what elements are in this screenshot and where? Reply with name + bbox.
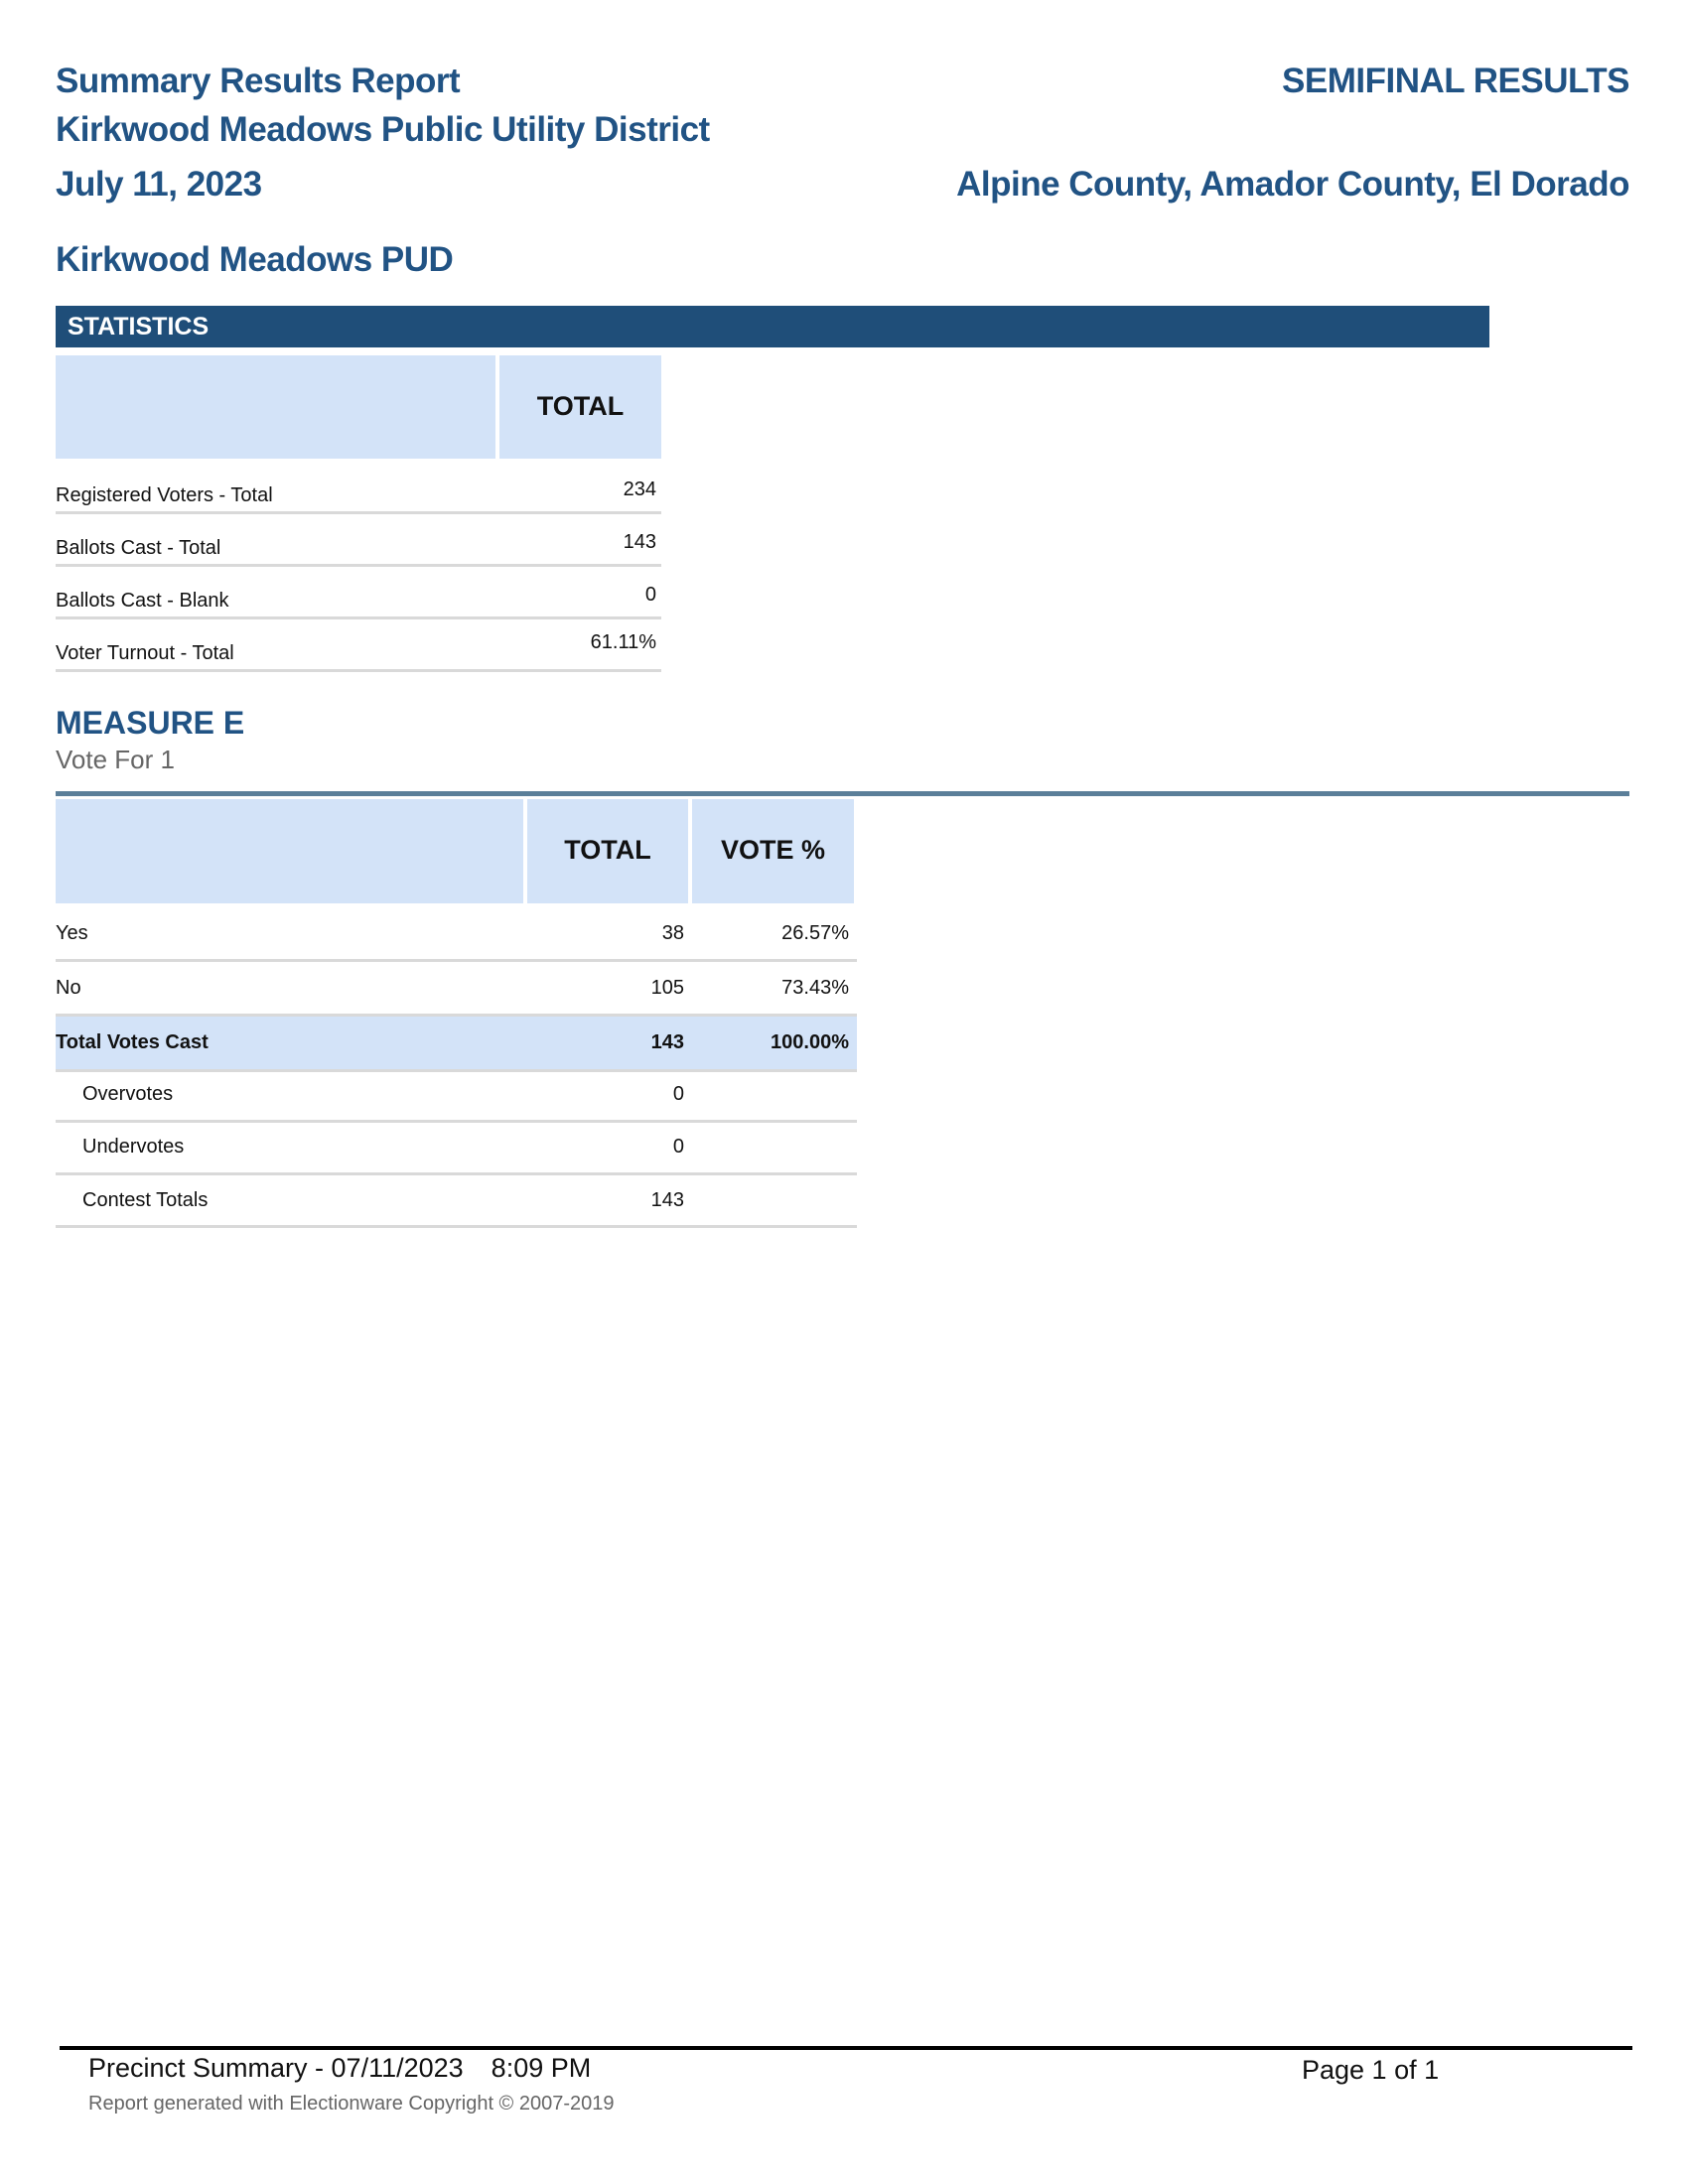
counties: Alpine County, Amador County, El Dorado — [956, 165, 1629, 204]
total-votes-label: Total Votes Cast — [56, 1031, 209, 1053]
stats-header-total: TOTAL — [499, 355, 661, 459]
contest-header-pct: VOTE % — [692, 799, 854, 903]
contest-totals-label: Contest Totals — [82, 1189, 209, 1211]
stat-value: 143 — [623, 531, 656, 553]
row-divider — [56, 1014, 857, 1017]
choice-pct: 73.43% — [781, 977, 849, 999]
copyright: Report generated with Electionware Copyr… — [88, 2093, 615, 2115]
undervotes-label: Undervotes — [82, 1136, 185, 1158]
row-divider — [56, 1225, 857, 1228]
report-title: Summary Results Report — [56, 62, 461, 100]
contest-header-blank — [56, 799, 523, 903]
statistics-label: STATISTICS — [68, 313, 210, 341]
contest-title: MEASURE E — [56, 705, 245, 741]
overvotes-total: 0 — [672, 1083, 684, 1105]
choice-pct: 26.57% — [781, 922, 849, 944]
stat-label: Registered Voters - Total — [56, 484, 273, 506]
contest-totals-total: 143 — [650, 1189, 684, 1211]
stat-value: 61.11% — [590, 631, 656, 653]
row-divider — [56, 564, 661, 567]
contest-header-total: TOTAL — [527, 799, 688, 903]
statistics-bar: STATISTICS — [56, 306, 1489, 347]
row-divider — [56, 616, 661, 619]
stat-value: 234 — [623, 478, 656, 500]
stat-label: Ballots Cast - Total — [56, 537, 221, 559]
contest-rule — [56, 791, 1629, 796]
total-votes-pct: 100.00% — [771, 1031, 849, 1053]
stat-label: Ballots Cast - Blank — [56, 590, 229, 612]
results-status: SEMIFINAL RESULTS — [1282, 62, 1629, 100]
row-divider — [56, 669, 661, 672]
page-number: Page 1 of 1 — [1302, 2055, 1440, 2085]
stats-header-blank — [56, 355, 495, 459]
choice-label: No — [56, 977, 81, 999]
choice-label: Yes — [56, 922, 88, 944]
row-divider — [56, 1172, 857, 1175]
stat-label: Voter Turnout - Total — [56, 642, 234, 664]
stat-value: 0 — [644, 584, 656, 606]
total-votes-row — [56, 1017, 857, 1069]
footer-rule — [60, 2046, 1632, 2050]
row-divider — [56, 1120, 857, 1123]
footer-report: Precinct Summary - 07/11/2023 8:09 PM — [88, 2053, 592, 2083]
row-divider — [56, 959, 857, 962]
overvotes-label: Overvotes — [82, 1083, 174, 1105]
total-votes-total: 143 — [650, 1031, 684, 1053]
row-divider — [56, 1069, 857, 1072]
choice-total: 38 — [661, 922, 684, 944]
choice-total: 105 — [650, 977, 684, 999]
district-name: Kirkwood Meadows Public Utility District — [56, 110, 710, 149]
row-divider — [56, 511, 661, 514]
undervotes-total: 0 — [672, 1136, 684, 1158]
vote-for: Vote For 1 — [56, 745, 175, 774]
jurisdiction-title: Kirkwood Meadows PUD — [56, 240, 454, 279]
election-date: July 11, 2023 — [56, 165, 262, 204]
